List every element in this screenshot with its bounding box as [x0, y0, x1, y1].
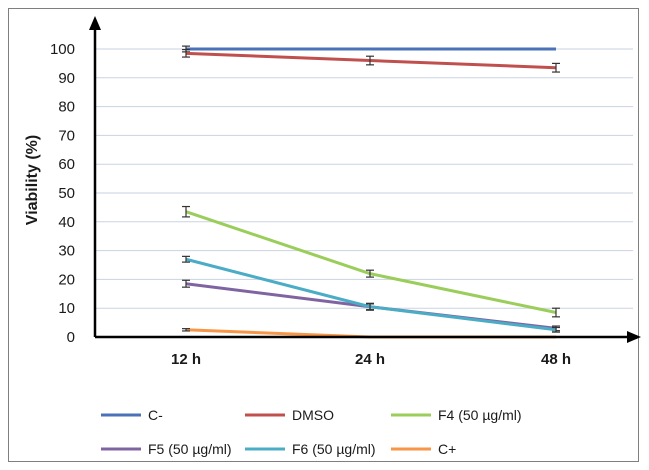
- legend-label: DMSO: [292, 407, 334, 423]
- y-tick-label: 20: [58, 271, 75, 288]
- x-tick-label: 24 h: [355, 351, 385, 368]
- y-tick-label: 10: [58, 300, 75, 317]
- legend-label: C+: [438, 441, 456, 457]
- series-line: [185, 51, 557, 70]
- y-tick-label: 50: [58, 185, 75, 202]
- gridlines: [95, 48, 633, 309]
- x-tick-label: 12 h: [171, 351, 201, 368]
- series-f6-50-g-ml-: [182, 255, 560, 333]
- y-tick-label: 80: [58, 99, 75, 116]
- y-tick-label: 40: [58, 214, 75, 231]
- legend-label: F6 (50 µg/ml): [292, 441, 376, 457]
- x-axis-arrow: [627, 331, 641, 343]
- legend-label: C-: [148, 407, 163, 423]
- series-group: [182, 45, 560, 339]
- y-tick-label: 70: [58, 127, 75, 144]
- legend: C- DMSO F4 (50 µg/ml) F5 (50 µg/ml) F6 (50 µ…: [101, 407, 522, 457]
- x-tick-labels: 12 h 24 h 48 h: [171, 351, 571, 368]
- y-tick-label: 60: [58, 156, 75, 173]
- y-tick-label: 100: [50, 41, 75, 58]
- chart-frame: [8, 8, 639, 462]
- y-tick-label: 30: [58, 243, 75, 260]
- series-f4-50-g-ml-: [182, 205, 560, 318]
- legend-label: F5 (50 µg/ml): [148, 441, 232, 457]
- series-line: [185, 210, 557, 314]
- series-c-: [182, 328, 556, 339]
- y-axis-label: Viability (%): [24, 135, 41, 225]
- axes: [89, 16, 641, 343]
- x-tick-label: 48 h: [541, 351, 571, 368]
- y-tick-label: 0: [67, 329, 75, 346]
- y-tick-labels: 0 10 20 30 40 50 60 70 80 90 100: [50, 41, 75, 346]
- series-dmso: [182, 48, 560, 73]
- legend-label: F4 (50 µg/ml): [438, 407, 522, 423]
- y-tick-label: 90: [58, 70, 75, 87]
- series-c-: [182, 45, 556, 53]
- y-axis-arrow: [89, 16, 101, 30]
